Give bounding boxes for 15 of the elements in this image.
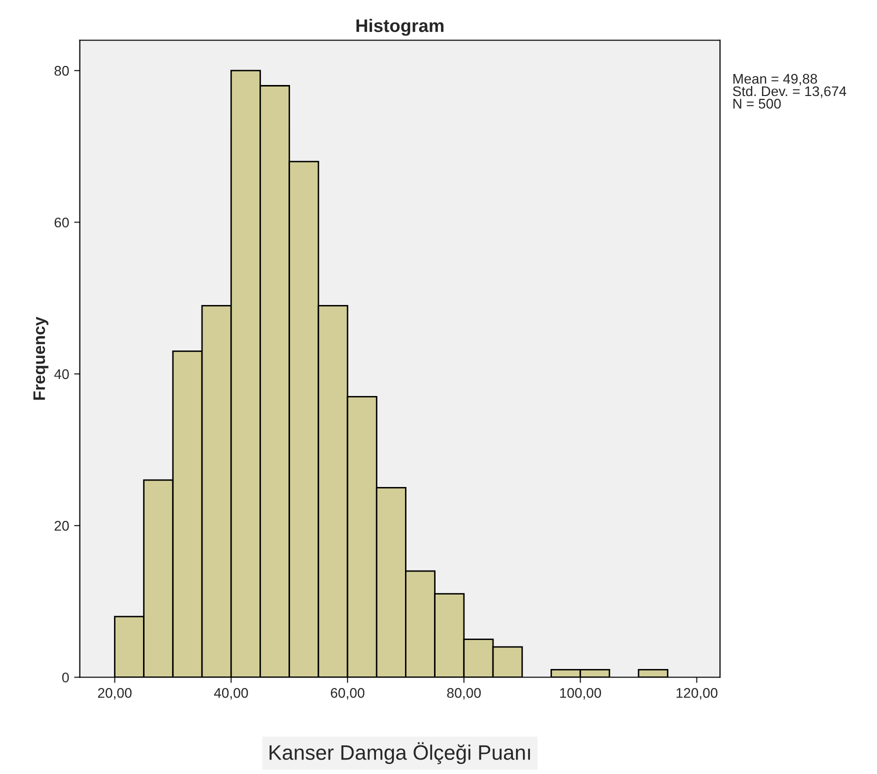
x-tick-label: 40,00 [214,688,248,700]
y-tick-label: 0 [62,672,69,682]
text: Mean = 49,88 Std. Dev. = 13,674 N = 500 [732,74,846,109]
y-tick-label: 20 [54,520,69,531]
x-tick-label: 60,00 [330,688,364,700]
x-tick-label: 120,00 [676,688,718,700]
x-tick-label: 20,00 [98,688,132,700]
y-tick-label: 40 [54,369,69,380]
x-axis-title: Kanser Damga Ölçeği Puanı [270,742,530,764]
x-tick-label: 80,00 [447,688,481,700]
y-axis-title: Frequency [33,316,48,400]
y-tick-label: 60 [54,218,69,228]
chart-title: Histogram [356,18,444,36]
x-tick-label: 100,00 [560,688,602,700]
y-tick-label: 80 [54,66,69,76]
